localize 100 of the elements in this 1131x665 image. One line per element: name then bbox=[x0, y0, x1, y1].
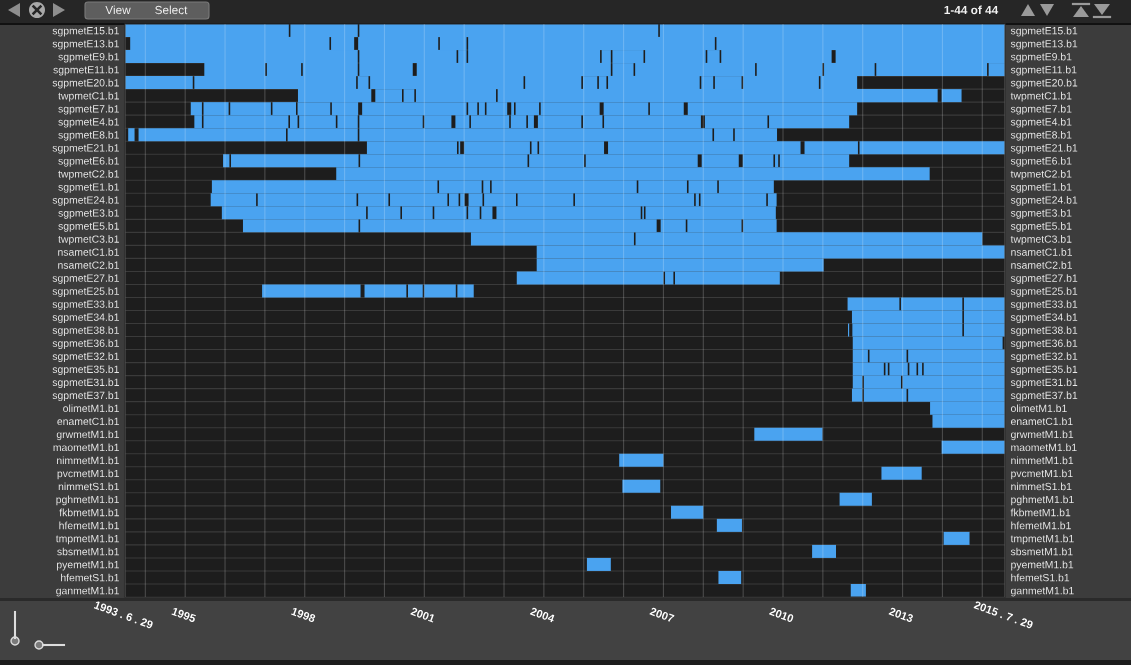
y-tick-label: sgpmetE6.b1 bbox=[1010, 156, 1072, 167]
y2-tick-label: nsametC1.b1 bbox=[58, 248, 119, 256]
x-tick-label: 2004 bbox=[529, 607, 556, 623]
y2-tick-label: sgpmetE7.b1 bbox=[58, 104, 119, 115]
bar bbox=[586, 557, 611, 571]
text: View bbox=[105, 5, 131, 15]
y-tick-label: sgpmetE25.b1 bbox=[1010, 287, 1078, 297]
y2-tick-label: sgpmetE20.b1 bbox=[52, 78, 119, 89]
y2-tick-label: sgpmetE21.b1 bbox=[52, 143, 119, 154]
y-tick-label: twpmetC3.b1 bbox=[1010, 235, 1072, 245]
y2-tick-label: fkbmetM1.b1 bbox=[59, 508, 119, 517]
y-tick-label: sgpmetE31.b1 bbox=[1010, 378, 1078, 389]
y-tick-label: hfemetM1.b1 bbox=[1011, 521, 1071, 530]
y-tick-label: sgpmetE8.b1 bbox=[1010, 130, 1072, 141]
y2-tick-label: olimetM1.b1 bbox=[63, 404, 119, 413]
y-tick-label: olimetM1.b1 bbox=[1010, 404, 1067, 413]
x-tick-label: 1993 . 6 . 29 bbox=[93, 600, 154, 629]
y2-tick-label: twpmetC2.b1 bbox=[58, 169, 119, 180]
y2-tick-label: sgpmetE3.b1 bbox=[58, 209, 119, 219]
y2-tick-label: grwmetM1.b1 bbox=[56, 430, 119, 441]
x-tick-label: 2007 bbox=[649, 607, 675, 623]
y2-tick-label: sgpmetE1.b1 bbox=[58, 183, 119, 193]
bar bbox=[850, 583, 866, 597]
x-tick-label: 2015 . 7 . 29 bbox=[973, 600, 1034, 629]
y-tick-label: twpmetC2.b1 bbox=[1010, 169, 1072, 180]
bar bbox=[622, 479, 661, 493]
y-tick-label: sbsmetM1.b1 bbox=[1010, 547, 1073, 556]
bar bbox=[839, 492, 872, 506]
y2-tick-label: hfemetS1.b1 bbox=[61, 573, 119, 582]
y2-tick-label: sgpmetE11.b1 bbox=[53, 65, 119, 76]
y2-tick-label: nimmetM1.b1 bbox=[57, 456, 119, 465]
bar bbox=[941, 89, 962, 103]
y2-tick-label: tmpmetM1.b1 bbox=[55, 534, 119, 545]
y-tick-label: sgpmetE9.b1 bbox=[1010, 52, 1072, 63]
bar bbox=[881, 466, 922, 480]
y-tick-label: sgpmetE4.b1 bbox=[1010, 117, 1072, 128]
y-tick-label: sgpmetE21.b1 bbox=[1010, 143, 1078, 154]
y-tick-label: pvcmetM1.b1 bbox=[1011, 469, 1073, 480]
y2-tick-label: twpmetC1.b1 bbox=[58, 91, 119, 102]
y-tick-label: sgpmetE11.b1 bbox=[1010, 65, 1077, 76]
y2-tick-label: sgpmetE13.b1 bbox=[52, 39, 119, 50]
y2-tick-label: sgpmetE27.b1 bbox=[52, 274, 119, 284]
y-tick-label: sgpmetE7.b1 bbox=[1010, 104, 1072, 115]
y-tick-label: sgpmetE33.b1 bbox=[1010, 300, 1078, 310]
y-tick-label: maometM1.b1 bbox=[1011, 443, 1077, 452]
y-tick-label: tmpmetM1.b1 bbox=[1010, 534, 1074, 545]
y2-tick-label: pghmetM1.b1 bbox=[56, 495, 119, 506]
y-tick-label: sgpmetE5.b1 bbox=[1010, 222, 1072, 232]
bar bbox=[941, 440, 1005, 454]
y2-tick-label: sgpmetE6.b1 bbox=[58, 156, 119, 167]
x-tick-label: 2001 bbox=[410, 607, 436, 623]
y2-tick-label: hfemetM1.b1 bbox=[59, 521, 119, 530]
y-tick-label: nimmetS1.b1 bbox=[1011, 482, 1072, 491]
x-tick-label: 2010 bbox=[768, 607, 795, 623]
bar bbox=[671, 505, 704, 519]
y2-tick-label: sgpmetE33.b1 bbox=[52, 300, 119, 310]
y-tick-label: sgpmetE1.b1 bbox=[1010, 183, 1072, 193]
y2-tick-label: sgpmetE37.b1 bbox=[52, 391, 119, 402]
y2-tick-label: sgpmetE38.b1 bbox=[52, 326, 119, 336]
text: Select bbox=[155, 5, 188, 15]
y2-tick-label: sgpmetE5.b1 bbox=[58, 222, 119, 232]
y-tick-label: nsametC2.b1 bbox=[1011, 261, 1072, 269]
y2-tick-label: sgpmetE35.b1 bbox=[52, 365, 119, 376]
bar bbox=[128, 128, 135, 142]
y2-tick-label: sgpmetE25.b1 bbox=[52, 287, 119, 297]
y-tick-label: sgpmetE15.b1 bbox=[1010, 26, 1078, 37]
y-tick-label: sgpmetE38.b1 bbox=[1010, 326, 1078, 336]
y2-tick-label: sgpmetE4.b1 bbox=[58, 117, 119, 128]
bar bbox=[364, 284, 407, 298]
y-tick-label: sgpmetE32.b1 bbox=[1010, 352, 1078, 363]
y-tick-label: fkbmetM1.b1 bbox=[1010, 508, 1071, 517]
y-tick-label: nimmetM1.b1 bbox=[1011, 456, 1074, 465]
bar bbox=[716, 518, 742, 532]
y2-tick-label: sgpmetE8.b1 bbox=[58, 130, 119, 141]
y2-tick-label: nsametC2.b1 bbox=[58, 261, 119, 269]
bar bbox=[754, 427, 823, 441]
y2-tick-label: sgpmetE36.b1 bbox=[52, 339, 119, 349]
y-tick-label: sgpmetE37.b1 bbox=[1010, 391, 1078, 402]
y2-tick-label: sgpmetE9.b1 bbox=[58, 52, 119, 63]
y-tick-label: twpmetC1.b1 bbox=[1010, 91, 1072, 102]
x-tick-label: 2013 bbox=[888, 607, 914, 623]
y2-tick-label: enametC1.b1 bbox=[57, 417, 119, 426]
y2-tick-label: twpmetC3.b1 bbox=[58, 235, 119, 245]
y-tick-label: sgpmetE20.b1 bbox=[1010, 78, 1078, 89]
y-tick-label: sgpmetE3.b1 bbox=[1010, 209, 1072, 219]
y2-tick-label: pyemetM1.b1 bbox=[57, 560, 119, 571]
bar bbox=[262, 284, 361, 298]
bar bbox=[223, 154, 230, 168]
y2-tick-label: nimmetS1.b1 bbox=[58, 482, 119, 491]
y2-tick-label: pvcmetM1.b1 bbox=[57, 469, 119, 480]
y-tick-label: grwmetM1.b1 bbox=[1010, 430, 1074, 441]
y2-tick-label: sbsmetM1.b1 bbox=[57, 547, 119, 556]
bar bbox=[812, 544, 837, 558]
y2-tick-label: sgpmetE15.b1 bbox=[52, 26, 119, 37]
y-tick-label: sgpmetE34.b1 bbox=[1010, 313, 1078, 323]
y2-tick-label: ganmetM1.b1 bbox=[56, 586, 119, 597]
y-tick-label: sgpmetE13.b1 bbox=[1010, 39, 1078, 50]
bar bbox=[718, 570, 742, 584]
x-tick-label: 1995 bbox=[171, 607, 197, 623]
y-tick-label: hfemetS1.b1 bbox=[1011, 573, 1070, 582]
